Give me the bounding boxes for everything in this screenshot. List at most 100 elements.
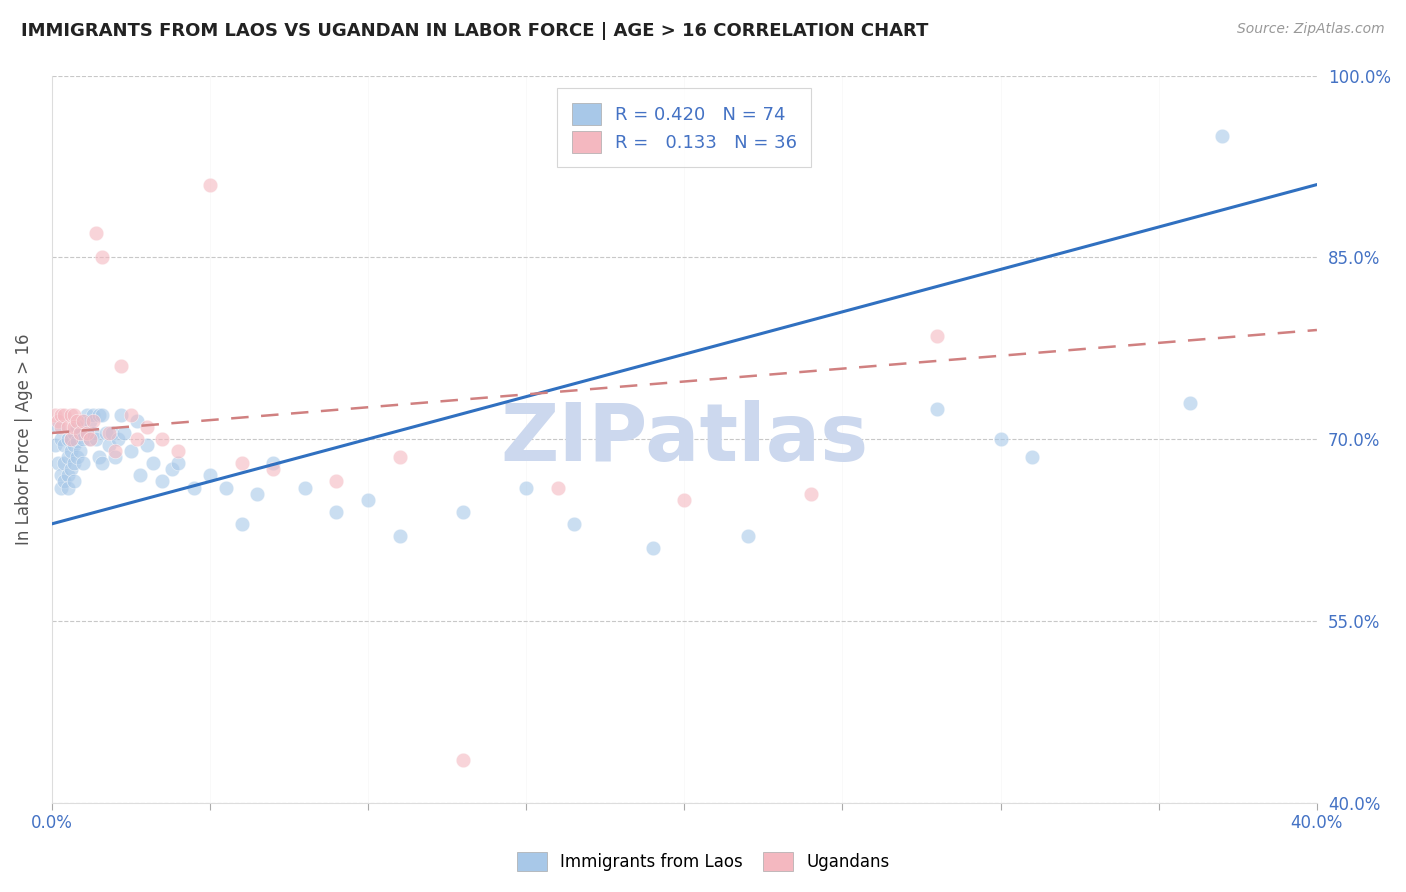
Point (63, 475, 86, 489)
Point (56, 432, 79, 446)
Point (89, 408, 111, 422)
Point (46, 456, 69, 470)
Point (325, 475, 347, 489)
Point (69, 425, 91, 440)
Point (84, 226, 107, 240)
Point (51, 468, 73, 483)
Point (1180, 395, 1202, 409)
Point (547, 481, 569, 495)
Point (53, 475, 76, 489)
Point (104, 450, 127, 465)
Point (294, 481, 316, 495)
Point (46, 420, 69, 434)
Point (63, 408, 86, 422)
Legend: R = 0.420   N = 74, R =   0.133   N = 36: R = 0.420 N = 74, R = 0.133 N = 36 (557, 88, 811, 168)
Point (53, 456, 76, 470)
Point (110, 408, 132, 422)
Point (53, 438, 76, 452)
Text: ZIPatlas: ZIPatlas (501, 400, 869, 478)
Point (451, 505, 474, 519)
Point (114, 425, 136, 440)
Point (110, 359, 132, 374)
Point (152, 475, 174, 489)
Point (1021, 450, 1043, 465)
Point (451, 753, 474, 767)
Point (89, 450, 111, 465)
Point (72, 414, 94, 428)
Point (72, 456, 94, 470)
Point (76, 425, 98, 440)
Point (160, 462, 183, 476)
Point (673, 492, 696, 507)
Point (59, 444, 82, 458)
Point (198, 468, 221, 483)
Point (82, 414, 104, 428)
Point (66, 420, 89, 434)
Point (120, 408, 142, 422)
Point (120, 444, 142, 458)
Point (262, 462, 284, 476)
Point (69, 425, 91, 440)
Point (51, 481, 73, 495)
Point (66, 414, 89, 428)
Point (97, 425, 120, 440)
Point (63, 425, 86, 440)
Point (63, 438, 86, 452)
Point (215, 481, 238, 495)
Point (142, 456, 165, 470)
Point (72, 414, 94, 428)
Point (198, 178, 221, 192)
Point (388, 529, 411, 543)
Point (94, 425, 117, 440)
Text: IMMIGRANTS FROM LAOS VS UGANDAN IN LABOR FORCE | AGE > 16 CORRELATION CHART: IMMIGRANTS FROM LAOS VS UGANDAN IN LABOR… (21, 22, 928, 40)
Point (66, 450, 89, 465)
Point (152, 432, 174, 446)
Point (44, 438, 66, 452)
Point (56, 450, 79, 465)
Point (1211, 129, 1233, 144)
Point (56, 481, 79, 495)
Point (72, 432, 94, 446)
Text: Source: ZipAtlas.com: Source: ZipAtlas.com (1237, 22, 1385, 37)
Point (79, 432, 101, 446)
Point (91, 408, 114, 422)
Point (990, 432, 1012, 446)
Point (59, 432, 82, 446)
Point (231, 456, 253, 470)
Point (79, 414, 101, 428)
Point (231, 516, 253, 531)
Point (515, 481, 537, 495)
Point (84, 432, 107, 446)
Point (51, 408, 73, 422)
Point (79, 432, 101, 446)
Point (800, 486, 823, 500)
Point (82, 425, 104, 440)
Point (63, 456, 86, 470)
Point (44, 408, 66, 422)
Point (56, 420, 79, 434)
Point (562, 516, 585, 531)
Point (167, 444, 190, 458)
Point (101, 425, 124, 440)
Point (641, 541, 664, 555)
Point (63, 420, 86, 434)
Point (737, 529, 759, 543)
Point (262, 456, 284, 470)
Point (104, 444, 127, 458)
Legend: Immigrants from Laos, Ugandans: Immigrants from Laos, Ugandans (509, 843, 897, 880)
Point (51, 432, 73, 446)
Point (46, 414, 69, 428)
Point (59, 462, 82, 476)
Point (246, 486, 269, 500)
Point (59, 408, 82, 422)
Point (51, 420, 73, 434)
Point (53, 408, 76, 422)
Point (59, 432, 82, 446)
Point (76, 425, 98, 440)
Point (76, 408, 98, 422)
Point (91, 456, 114, 470)
Point (129, 468, 152, 483)
Point (127, 432, 149, 446)
Point (325, 505, 347, 519)
Point (135, 438, 157, 452)
